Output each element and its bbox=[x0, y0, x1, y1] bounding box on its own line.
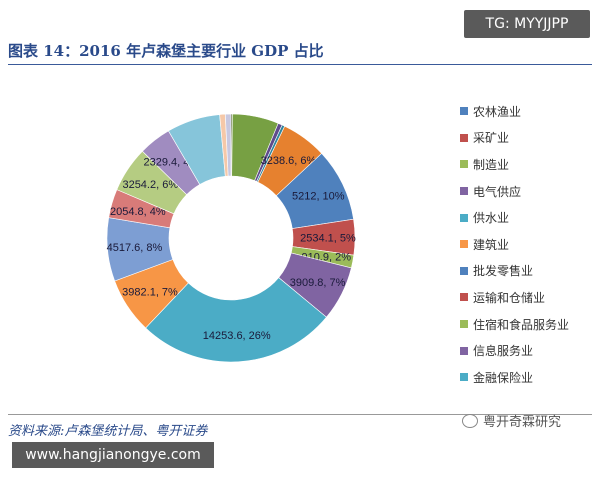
legend-swatch bbox=[460, 320, 468, 329]
legend-item: 电气供应 bbox=[460, 178, 569, 205]
legend-swatch bbox=[460, 213, 468, 222]
footer-divider bbox=[8, 414, 592, 415]
chart-title: 图表 14：2016 年卢森堡主要行业 GDP 占比 bbox=[8, 42, 324, 60]
legend-label: 电气供应 bbox=[473, 184, 522, 199]
slice-label: 3238.6, 6% bbox=[261, 155, 317, 167]
chart-legend: 农林渔业采矿业制造业电气供应供水业建筑业批发零售业运输和仓储业住宿和食品服务业信… bbox=[460, 98, 569, 391]
legend-swatch bbox=[460, 240, 468, 249]
title-divider bbox=[8, 64, 592, 65]
legend-swatch bbox=[460, 160, 468, 169]
legend-swatch bbox=[460, 107, 468, 116]
legend-label: 制造业 bbox=[473, 157, 510, 172]
donut-chart: 3238.6, 6%5212, 10%2534.1, 5%910.9, 2%39… bbox=[107, 113, 356, 363]
legend-label: 金融保险业 bbox=[473, 370, 534, 385]
legend-label: 运输和仓储业 bbox=[473, 290, 546, 305]
legend-label: 采矿业 bbox=[473, 131, 510, 146]
legend-swatch bbox=[460, 346, 468, 355]
slice-label: 4517.6, 8% bbox=[107, 242, 163, 254]
legend-item: 信息服务业 bbox=[460, 337, 569, 364]
legend-item: 供水业 bbox=[460, 204, 569, 231]
legend-label: 农林渔业 bbox=[473, 104, 522, 119]
slice-label: 3254.2, 6% bbox=[122, 179, 178, 191]
legend-swatch bbox=[460, 133, 468, 142]
slice-label: 5212, 10% bbox=[292, 191, 345, 203]
watermark-text: 粤开奇霖研究 bbox=[483, 415, 562, 430]
legend-item: 批发零售业 bbox=[460, 258, 569, 285]
slice-label: 3982.1, 7% bbox=[122, 286, 178, 298]
slice-label: 2054.8, 4% bbox=[110, 206, 166, 218]
legend-item: 住宿和食品服务业 bbox=[460, 311, 569, 338]
site-badge: www.hangjianongye.com bbox=[12, 442, 214, 468]
legend-swatch bbox=[460, 293, 468, 302]
watermark: 粤开奇霖研究 bbox=[462, 411, 561, 430]
legend-label: 建筑业 bbox=[473, 237, 510, 252]
legend-label: 住宿和食品服务业 bbox=[473, 317, 570, 332]
wechat-icon bbox=[462, 413, 478, 428]
legend-label: 批发零售业 bbox=[473, 264, 534, 279]
slice-label: 2534.1, 5% bbox=[300, 232, 356, 244]
legend-swatch bbox=[460, 373, 468, 382]
legend-item: 采矿业 bbox=[460, 125, 569, 152]
legend-item: 运输和仓储业 bbox=[460, 284, 569, 311]
slice-label: 3909.8, 7% bbox=[290, 277, 346, 289]
legend-item: 金融保险业 bbox=[460, 364, 569, 391]
legend-item: 农林渔业 bbox=[460, 98, 569, 125]
source-note: 资料来源:卢森堡统计局、粤开证券 bbox=[8, 424, 208, 439]
slice-label: 14253.6, 26% bbox=[203, 330, 271, 342]
legend-label: 信息服务业 bbox=[473, 344, 534, 359]
legend-item: 建筑业 bbox=[460, 231, 569, 258]
donut-slice bbox=[145, 277, 327, 363]
legend-item: 制造业 bbox=[460, 151, 569, 178]
legend-label: 供水业 bbox=[473, 211, 510, 226]
legend-swatch bbox=[460, 187, 468, 196]
donut-slice bbox=[224, 113, 232, 177]
legend-swatch bbox=[460, 266, 468, 275]
tg-badge: TG: MYYJJPP bbox=[464, 10, 590, 38]
